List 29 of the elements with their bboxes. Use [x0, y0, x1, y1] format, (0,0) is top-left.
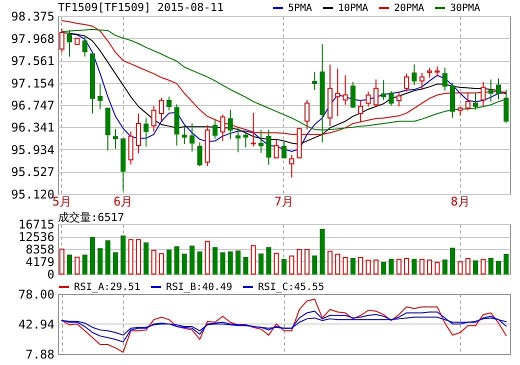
legend-label: RSI_B:40.49: [166, 282, 232, 293]
x-tick-label: 6月: [114, 194, 133, 208]
legend-label: RSI_C:45.55: [258, 282, 324, 293]
y-tick-label: 0: [47, 268, 54, 282]
y-tick-label: 98.375: [11, 10, 54, 24]
y-tick-label: 42.94: [18, 318, 54, 332]
y-tick-label: 8358: [26, 242, 54, 256]
y-tick-label: 96.747: [11, 98, 54, 113]
y-tick-label: 95.527: [11, 165, 54, 180]
y-tick-label: 95.120: [11, 188, 54, 202]
y-tick-label: 4179: [26, 255, 54, 269]
x-tick-label: 7月: [274, 194, 294, 208]
chart-title: TF1509[TF1509] 2015-08-11: [58, 1, 224, 14]
chart-title: 成交量:6517: [58, 211, 124, 224]
y-tick-label: 95.934: [11, 142, 54, 157]
legend-label: 10PMA: [338, 3, 368, 14]
text: RSI_A:29.51: [74, 282, 140, 293]
legend-label: 20PMA: [394, 3, 424, 14]
y-tick-label: 97.154: [11, 76, 54, 90]
y-tick-label: 12536: [18, 230, 54, 244]
y-tick-label: 7.88: [26, 348, 54, 362]
y-tick-label: 97.561: [11, 54, 54, 68]
legend-label: 5PMA: [288, 3, 312, 14]
x-tick-label: 8月: [450, 194, 470, 208]
y-tick-label: 97.968: [11, 32, 54, 46]
legend-label: 30PMA: [450, 3, 480, 14]
y-tick-label: 78.00: [18, 288, 54, 302]
y-tick-label: 16715: [18, 218, 54, 232]
y-tick-label: 96.341: [11, 120, 54, 135]
